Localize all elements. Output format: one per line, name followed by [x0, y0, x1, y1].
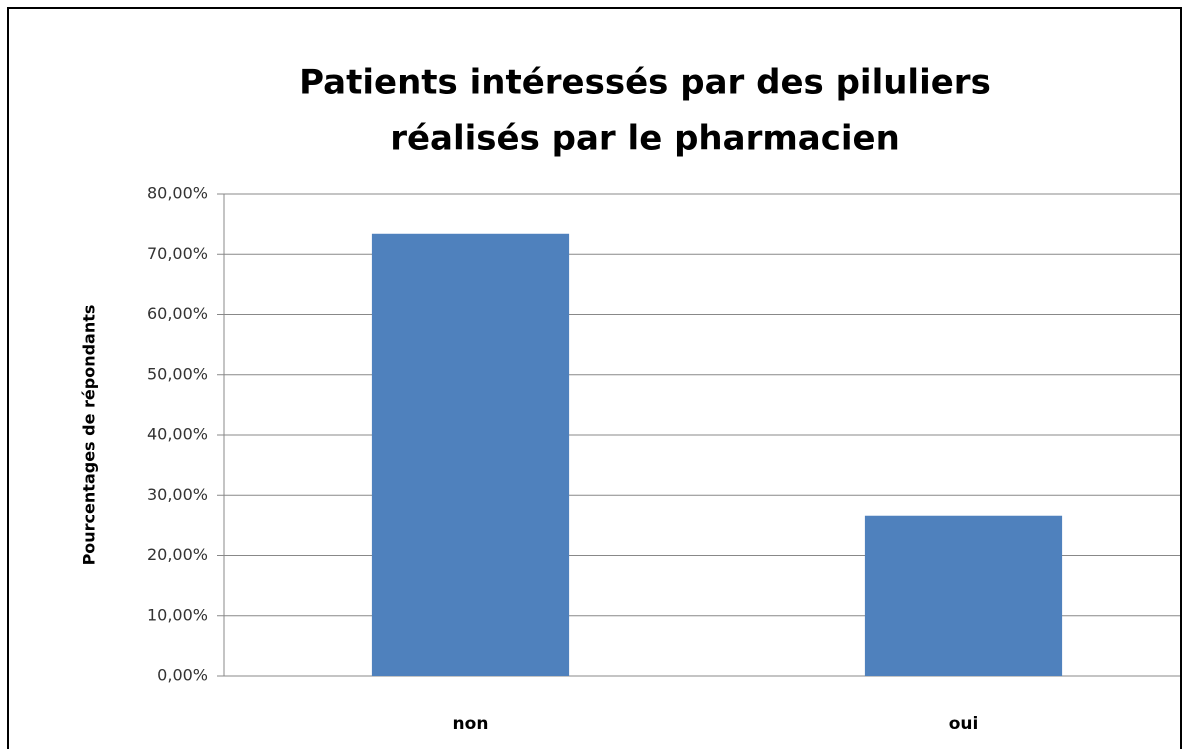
y-tick-label: 20,00% [147, 545, 208, 564]
y-tick-label: 40,00% [147, 425, 208, 444]
x-tick-label: oui [949, 714, 979, 734]
y-tick-label: 80,00% [147, 184, 208, 203]
y-tick-label: 10,00% [147, 605, 208, 624]
bar [371, 233, 570, 676]
chart-title: réalisés par le pharmacien [390, 119, 900, 159]
chart-title: Patients intéressés par des piluliers [299, 63, 991, 103]
y-tick-label: 30,00% [147, 485, 208, 504]
x-tick-label: non [453, 714, 489, 734]
y-tick-label: 60,00% [147, 304, 208, 323]
y-tick-label: 70,00% [147, 244, 208, 263]
y-tick-label: 50,00% [147, 364, 208, 383]
bar [864, 515, 1063, 676]
y-tick-label: 0,00% [157, 666, 208, 685]
y-axis-label: Pourcentages de répondants [80, 305, 99, 566]
